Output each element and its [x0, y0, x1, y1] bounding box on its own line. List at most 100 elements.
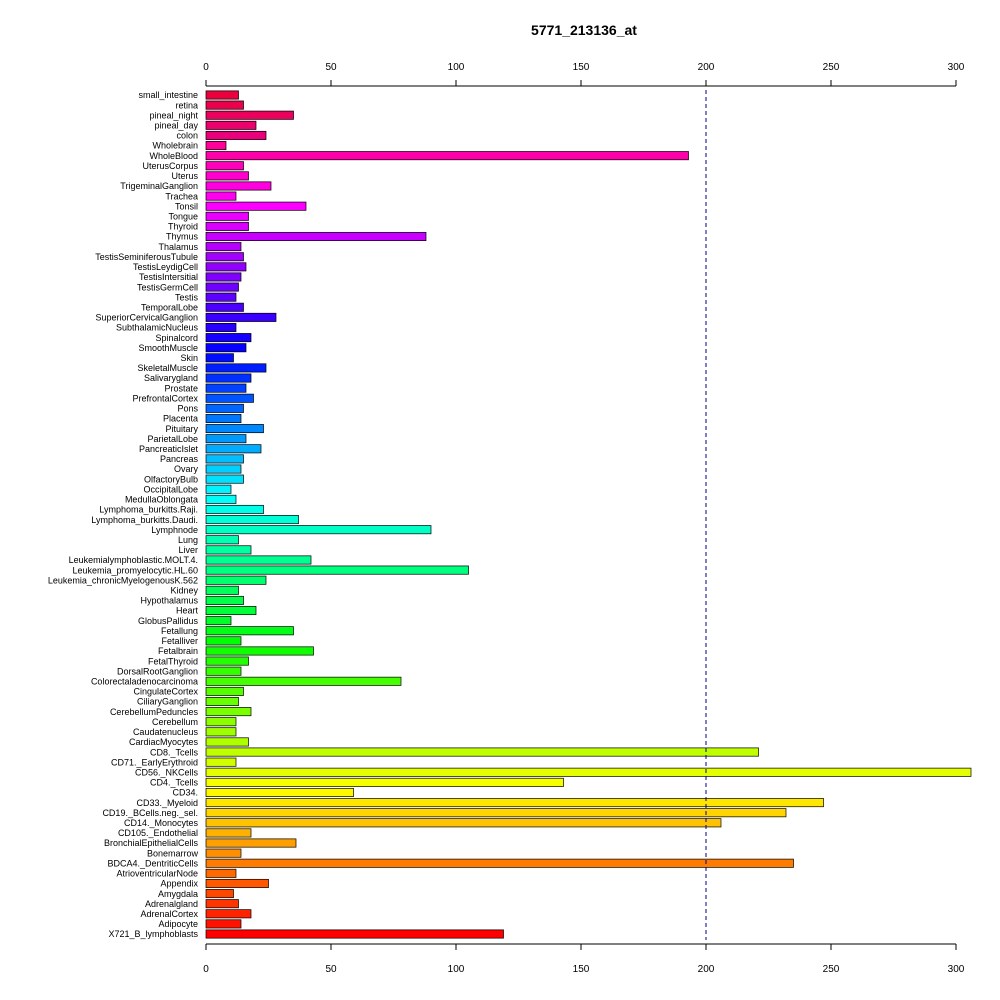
bar-PrefrontalCortex — [205, 393, 254, 403]
bar-CiliaryGanglion — [205, 697, 239, 706]
x-tick-label-top: 250 — [823, 62, 840, 73]
bar-TestisLeydigCell — [205, 262, 247, 272]
bar-CD34. — [205, 787, 354, 797]
category-label: Thalamus — [158, 242, 198, 252]
x-tick-label-bottom: 0 — [203, 964, 209, 975]
category-label: Lymphnode — [151, 525, 198, 535]
category-label: UterusCorpus — [142, 161, 198, 171]
category-label: retina — [175, 100, 198, 110]
category-label: SuperiorCervicalGanglion — [95, 313, 198, 323]
bar-CD71._EarlyErythroid — [205, 757, 237, 767]
x-tick-label-top: 150 — [573, 62, 590, 73]
bar-Uterus — [205, 171, 249, 181]
category-labels: small_intestineretinapineal_nightpineal_… — [48, 90, 199, 939]
x-tick-label-bottom: 150 — [573, 964, 590, 975]
category-label: Adipocyte — [158, 919, 198, 929]
chart-axes: 0 50 100 150 200 250 300 0 50 100 150 200 250 300 — [203, 62, 965, 975]
category-label: Liver — [178, 545, 198, 555]
category-label: TemporalLobe — [141, 302, 198, 312]
bar-Pons — [205, 403, 244, 413]
bar-Adrenalgland — [205, 899, 239, 909]
bar-SmoothMuscle — [205, 343, 247, 353]
category-label: CD8._Tcells — [150, 747, 199, 757]
bar-Testis — [205, 292, 237, 302]
bar-CD105._Endothelial — [205, 828, 252, 838]
category-label: TestisIntersitial — [139, 272, 198, 282]
category-label: Pituitary — [165, 424, 198, 434]
bar-AdrenalCortex — [205, 909, 252, 919]
category-label: CD33._Myeloid — [136, 798, 198, 808]
x-tick-label-bottom: 300 — [948, 964, 965, 975]
bar-Kidney — [205, 585, 239, 595]
category-label: TestisGermCell — [137, 282, 198, 292]
bar-TestisSeminiferousTubule — [205, 252, 244, 262]
bar-Caudatenucleus — [205, 727, 237, 737]
category-label: Leukemia_promyelocytic.HL.60 — [72, 565, 198, 575]
bar-Pancreas — [205, 454, 244, 464]
category-label: CiliaryGanglion — [137, 697, 198, 707]
bar-TestisIntersitial — [205, 272, 242, 282]
category-label: DorsalRootGanglion — [117, 666, 198, 676]
category-label: Tonsil — [175, 201, 198, 211]
bar-CD8._Tcells — [205, 747, 759, 757]
bar-Skin — [205, 353, 234, 363]
bar-UterusCorpus — [205, 161, 244, 171]
bar-Tongue — [205, 211, 249, 221]
x-tick-label-top: 50 — [325, 62, 337, 73]
bar-TestisGermCell — [205, 282, 239, 292]
category-label: Colorectaladenocarcinoma — [91, 676, 198, 686]
bar-Lung — [205, 535, 239, 545]
bar-CD19._BCells.neg._sel. — [205, 808, 787, 818]
category-label: Tongue — [168, 212, 198, 222]
bar-Placenta — [205, 413, 242, 423]
category-label: Lung — [178, 535, 198, 545]
category-label: AdrenalCortex — [140, 909, 198, 919]
bar-Fetalliver — [205, 636, 242, 646]
category-label: Amygdala — [158, 889, 198, 899]
category-label: SubthalamicNucleus — [116, 323, 199, 333]
bar-BronchialEpithelialCells — [205, 838, 297, 848]
category-label: Testis — [175, 292, 199, 302]
category-label: Appendix — [160, 879, 198, 889]
bar-Amygdala — [205, 889, 234, 899]
category-label: CD19._BCells.neg._sel. — [102, 808, 198, 818]
bar-Salivarygland — [205, 373, 252, 383]
category-label: CD71._EarlyErythroid — [111, 757, 198, 767]
category-label: Leukemia_chronicMyelogenousK.562 — [48, 575, 198, 585]
bar-TemporalLobe — [205, 302, 244, 312]
category-label: CerebellumPeduncles — [110, 707, 199, 717]
bar-Fetallung — [205, 626, 294, 636]
bar-Hypothalamus — [205, 595, 244, 605]
category-label: Fetalbrain — [158, 646, 198, 656]
x-tick-label-top: 200 — [698, 62, 715, 73]
category-label: Heart — [176, 606, 199, 616]
bar-Pituitary — [205, 424, 264, 434]
bar-Thalamus — [205, 242, 242, 252]
category-label: AtrioventricularNode — [116, 869, 198, 879]
category-label: CD4._Tcells — [150, 778, 199, 788]
bar-CD33._Myeloid — [205, 798, 824, 808]
bar-Adipocyte — [205, 919, 242, 929]
bar-X721_B_lymphoblasts — [205, 929, 504, 939]
bar-OccipitalLobe — [205, 484, 232, 494]
bar-Leukemia_chronicMyelogenousK.562 — [205, 575, 267, 585]
bar-Liver — [205, 545, 252, 555]
category-label: SmoothMuscle — [138, 343, 198, 353]
bar-SubthalamicNucleus — [205, 323, 237, 332]
bar-ParietalLobe — [205, 434, 247, 444]
bar-SuperiorCervicalGanglion — [205, 312, 277, 322]
category-label: CD34. — [172, 788, 198, 798]
bar-Thyroid — [205, 221, 249, 231]
category-label: BDCA4._DentriticCells — [107, 858, 198, 868]
bar-Cerebellum — [205, 717, 237, 727]
bar-SkeletalMuscle — [205, 363, 267, 373]
category-label: Pancreas — [160, 454, 199, 464]
x-tick-label-bottom: 50 — [325, 964, 337, 975]
category-label: Fetalliver — [161, 636, 198, 646]
bar-DorsalRootGanglion — [205, 666, 242, 676]
x-tick-label-top: 300 — [948, 62, 965, 73]
category-label: Spinalcord — [155, 333, 198, 343]
bar-Lymphoma_burkitts.Raji. — [205, 504, 264, 514]
bar-Tonsil — [205, 201, 307, 211]
bar-Trachea — [205, 191, 237, 201]
